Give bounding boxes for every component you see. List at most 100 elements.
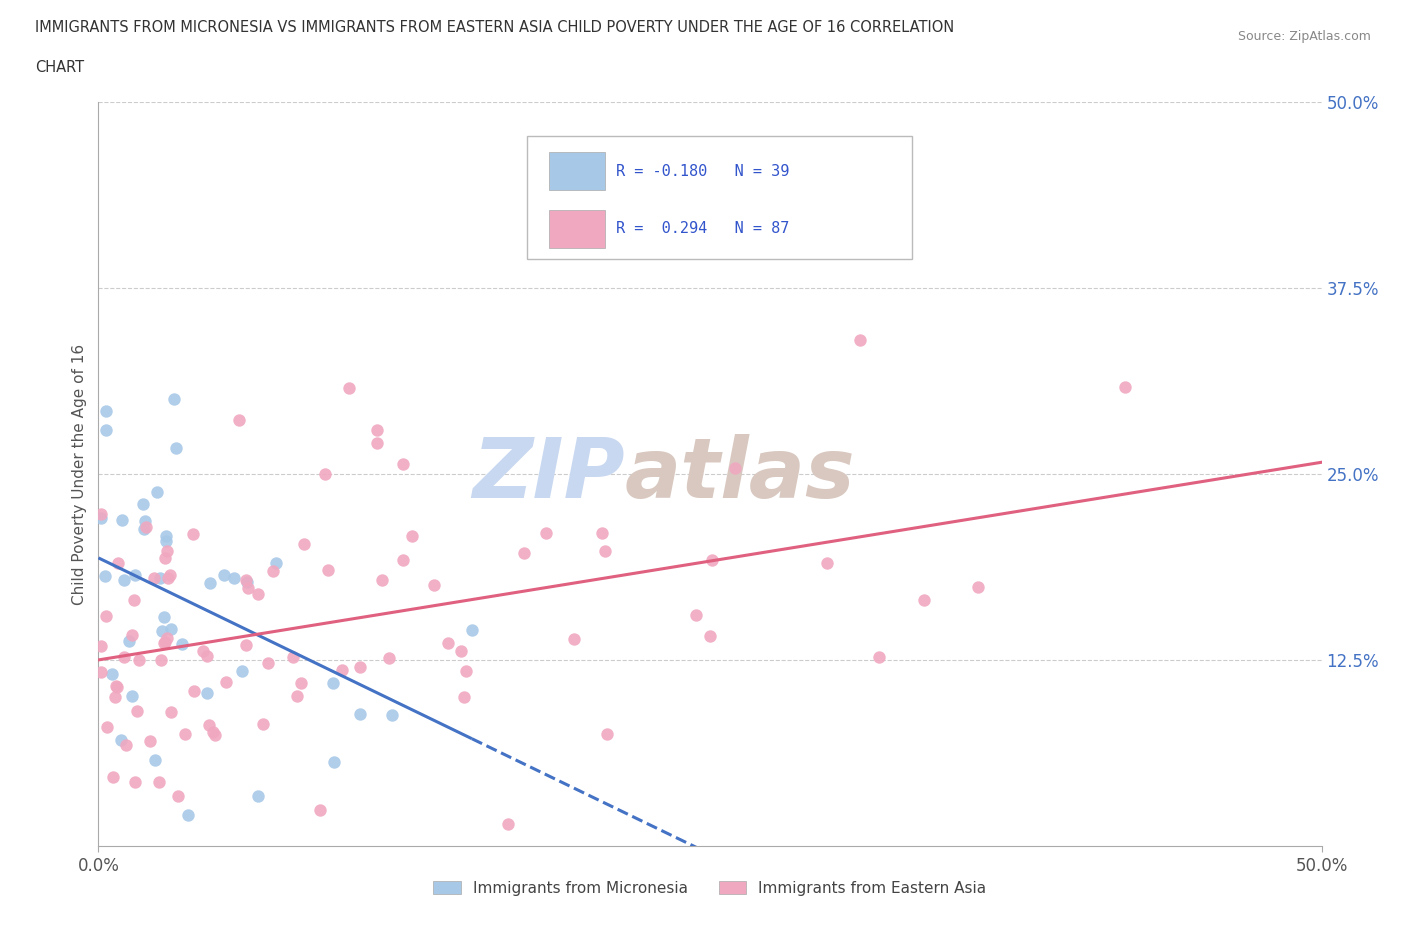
Point xyxy=(700,552,723,567)
Point xyxy=(699,629,721,644)
Point xyxy=(121,688,143,703)
Point xyxy=(235,572,257,587)
Point xyxy=(423,578,446,592)
Point xyxy=(156,571,179,586)
Point xyxy=(339,380,361,395)
Point xyxy=(101,667,124,682)
Point xyxy=(869,649,891,664)
Point xyxy=(349,707,371,722)
Point xyxy=(262,564,284,578)
Point xyxy=(143,752,166,767)
Point xyxy=(104,678,127,693)
Point xyxy=(461,622,484,637)
Point xyxy=(498,817,520,831)
Point xyxy=(90,638,112,653)
Point xyxy=(912,592,935,607)
Point xyxy=(153,635,176,650)
Point xyxy=(177,808,200,823)
Point xyxy=(198,717,221,732)
Point xyxy=(195,685,218,700)
Point xyxy=(112,650,135,665)
Point xyxy=(401,528,423,543)
Point xyxy=(94,403,117,418)
Point xyxy=(228,413,250,428)
Point xyxy=(235,574,257,589)
Point xyxy=(290,675,312,690)
Point xyxy=(148,775,170,790)
Point xyxy=(163,392,186,406)
Point xyxy=(204,728,226,743)
Text: Source: ZipAtlas.com: Source: ZipAtlas.com xyxy=(1237,30,1371,43)
Point xyxy=(392,457,415,472)
Point xyxy=(1114,379,1136,394)
Point xyxy=(155,528,177,543)
Point xyxy=(90,506,112,521)
Point xyxy=(124,592,146,607)
Point xyxy=(96,608,118,623)
Point xyxy=(124,568,146,583)
Point xyxy=(153,635,176,650)
Text: R =  0.294   N = 87: R = 0.294 N = 87 xyxy=(616,221,789,236)
Point xyxy=(94,568,117,583)
Point xyxy=(212,567,235,582)
Point xyxy=(247,587,270,602)
Legend: Immigrants from Micronesia, Immigrants from Eastern Asia: Immigrants from Micronesia, Immigrants f… xyxy=(427,874,993,902)
FancyBboxPatch shape xyxy=(548,153,605,190)
Point xyxy=(456,664,478,679)
Point xyxy=(322,675,344,690)
Point xyxy=(292,537,315,551)
Point xyxy=(132,522,155,537)
Point xyxy=(238,580,260,595)
Point xyxy=(266,555,288,570)
Point xyxy=(156,544,179,559)
Text: ZIP: ZIP xyxy=(472,433,624,515)
Point xyxy=(121,628,143,643)
Point xyxy=(201,724,224,739)
Point xyxy=(156,631,179,645)
Point xyxy=(153,609,176,624)
Point xyxy=(110,733,132,748)
Point xyxy=(849,332,872,347)
Point xyxy=(90,511,112,525)
Point xyxy=(181,527,204,542)
Point xyxy=(591,525,613,540)
Point xyxy=(96,423,118,438)
Point xyxy=(231,663,253,678)
Point xyxy=(392,552,415,567)
Point xyxy=(165,441,187,456)
Point xyxy=(513,546,536,561)
Point xyxy=(593,543,616,558)
Point xyxy=(134,514,156,529)
Point xyxy=(437,635,460,650)
Point xyxy=(685,607,707,622)
Point xyxy=(149,571,172,586)
Point xyxy=(536,526,558,541)
Point xyxy=(453,690,475,705)
Point xyxy=(281,649,304,664)
Point xyxy=(135,520,157,535)
Point xyxy=(366,435,388,450)
Point xyxy=(214,675,236,690)
Text: CHART: CHART xyxy=(35,60,84,75)
Point xyxy=(142,571,165,586)
Point xyxy=(128,652,150,667)
Point xyxy=(150,624,173,639)
Y-axis label: Child Poverty Under the Age of 16: Child Poverty Under the Age of 16 xyxy=(72,344,87,604)
Text: atlas: atlas xyxy=(624,433,855,515)
Point xyxy=(256,656,278,671)
Point xyxy=(160,621,183,636)
Point xyxy=(115,738,138,753)
Point xyxy=(316,563,339,578)
FancyBboxPatch shape xyxy=(548,210,605,247)
Point xyxy=(160,705,183,720)
Point xyxy=(112,573,135,588)
Point xyxy=(314,467,336,482)
Point xyxy=(322,754,344,769)
Point xyxy=(139,734,162,749)
Point xyxy=(146,485,169,499)
Point xyxy=(330,662,353,677)
Point xyxy=(378,651,401,666)
Point xyxy=(191,644,214,658)
Point xyxy=(308,803,330,817)
Point xyxy=(371,573,394,588)
